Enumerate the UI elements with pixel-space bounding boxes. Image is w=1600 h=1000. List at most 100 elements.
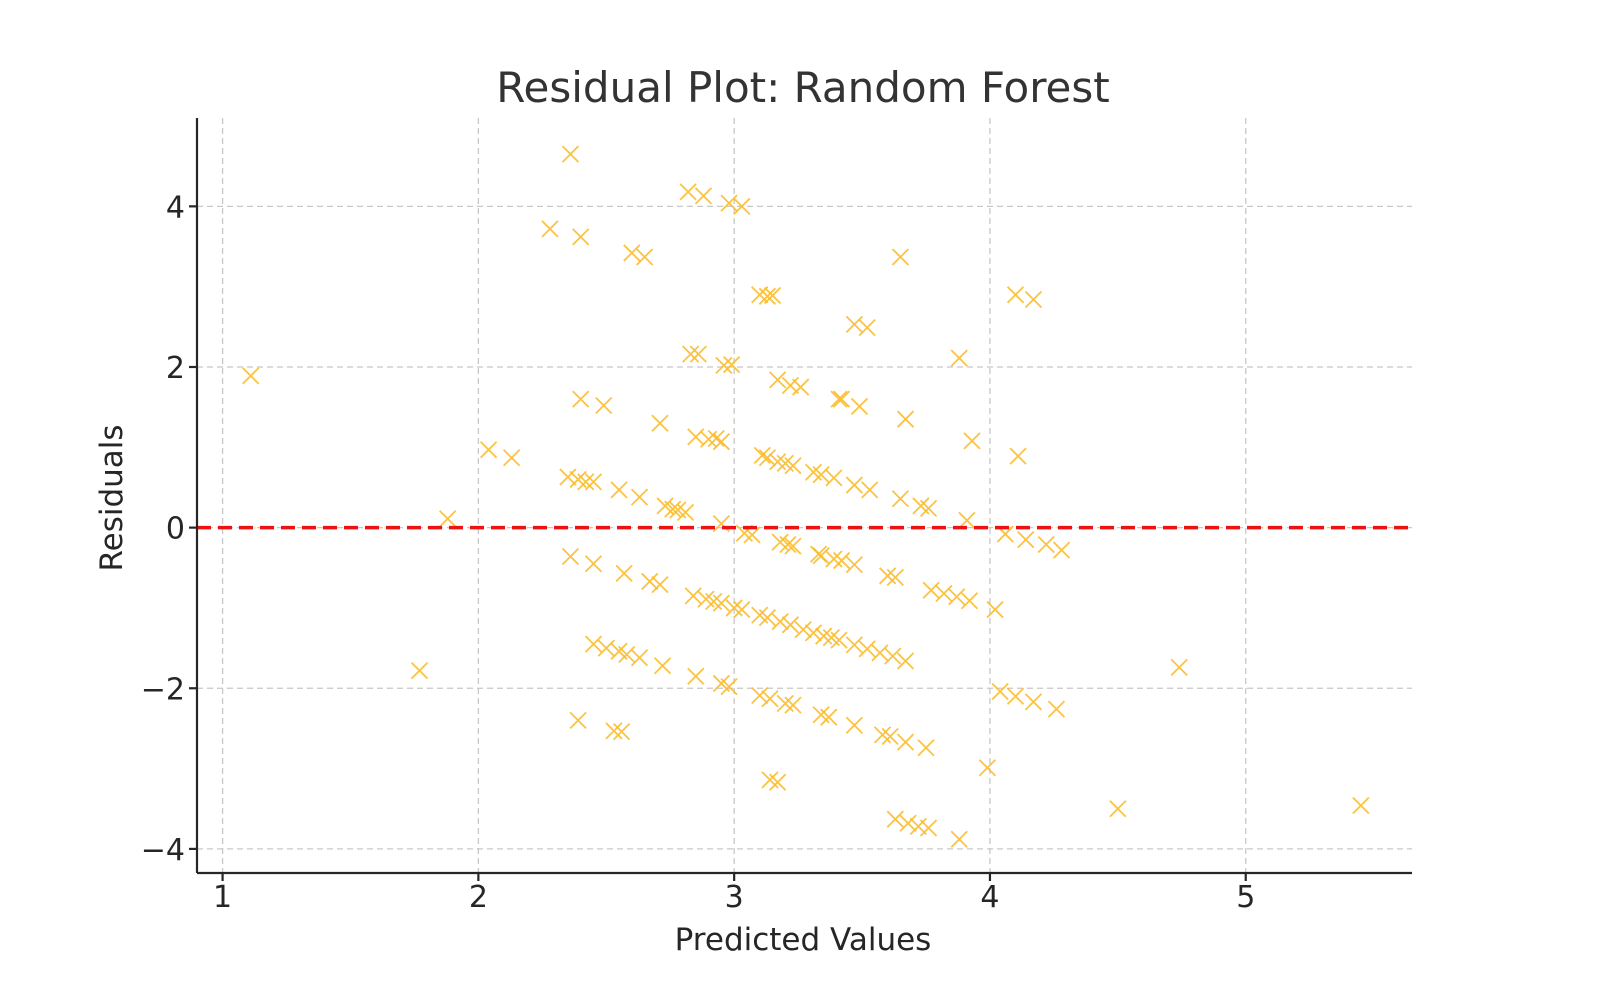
scatter-points	[242, 145, 1370, 848]
data-point	[712, 594, 731, 612]
data-point	[679, 183, 697, 201]
data-point	[684, 587, 702, 605]
data-point	[610, 481, 628, 499]
grid-lines	[197, 118, 1412, 873]
data-point	[439, 510, 457, 528]
data-point	[707, 429, 725, 448]
data-point	[242, 367, 260, 385]
data-point	[891, 248, 910, 266]
data-point	[502, 449, 521, 467]
data-point	[758, 449, 777, 467]
data-point	[950, 830, 968, 848]
data-point	[722, 355, 741, 374]
y-axis-label: Residuals	[94, 424, 130, 571]
data-point	[561, 145, 580, 163]
y-tick-label: −2	[141, 672, 185, 707]
data-point	[733, 197, 751, 215]
data-point	[779, 535, 797, 554]
data-point	[812, 465, 830, 484]
data-point	[776, 694, 794, 713]
data-point	[858, 640, 876, 658]
data-point	[850, 397, 869, 415]
data-point	[751, 286, 769, 304]
x-tick-label: 3	[725, 880, 744, 915]
data-point	[815, 627, 833, 645]
data-point	[886, 568, 904, 587]
data-point	[569, 711, 587, 730]
data-point	[1109, 800, 1127, 818]
data-point	[1009, 447, 1027, 465]
x-tick-label: 1	[213, 880, 232, 915]
data-point	[769, 773, 787, 791]
data-point	[720, 678, 738, 696]
x-tick-label: 2	[469, 880, 488, 915]
data-point	[845, 636, 864, 654]
data-point	[804, 624, 823, 642]
data-point	[917, 739, 935, 757]
y-tick-label: −4	[141, 833, 185, 868]
data-point	[597, 639, 615, 657]
data-point	[978, 759, 997, 777]
data-point	[651, 414, 669, 432]
data-point	[720, 194, 738, 212]
data-point	[991, 682, 1009, 701]
chart-title: Residual Plot: Random Forest	[496, 63, 1110, 112]
data-point	[1017, 531, 1035, 549]
data-point	[896, 410, 915, 428]
data-point	[871, 644, 889, 662]
data-point	[769, 453, 787, 471]
data-point	[769, 371, 787, 389]
data-point	[935, 584, 953, 603]
data-point	[733, 600, 751, 619]
data-point	[1006, 687, 1025, 705]
data-point	[687, 667, 705, 685]
data-point	[630, 488, 649, 506]
axes	[195, 118, 1412, 875]
data-point	[630, 649, 649, 667]
data-point	[1352, 796, 1370, 815]
x-tick-label: 4	[980, 880, 999, 915]
data-point	[664, 500, 682, 518]
data-point	[881, 727, 899, 746]
data-point	[584, 473, 603, 491]
data-point	[761, 690, 779, 708]
data-point	[884, 647, 902, 665]
data-point	[572, 390, 590, 408]
data-point	[830, 631, 848, 649]
data-point	[960, 592, 979, 610]
data-point	[1037, 535, 1055, 554]
x-axis-label: Predicted Values	[675, 922, 932, 958]
data-point	[584, 635, 603, 653]
data-point	[878, 567, 897, 585]
data-point	[410, 661, 429, 680]
x-tick-label: 5	[1236, 880, 1255, 915]
data-point	[1052, 541, 1071, 559]
data-point	[618, 645, 636, 664]
data-point	[682, 345, 700, 363]
data-point	[751, 686, 769, 705]
data-point	[705, 592, 723, 611]
data-point	[812, 547, 830, 565]
data-point	[919, 819, 938, 837]
data-point	[1047, 700, 1066, 718]
data-point	[845, 315, 864, 334]
data-point	[963, 432, 981, 450]
data-point	[958, 511, 976, 530]
data-point	[1024, 693, 1043, 711]
data-point	[653, 657, 672, 675]
data-point	[595, 396, 613, 415]
data-point	[676, 503, 695, 522]
data-point	[781, 616, 800, 634]
data-point	[784, 457, 802, 475]
data-point	[784, 696, 802, 714]
data-point	[858, 318, 876, 337]
y-tick-label: 2	[166, 351, 185, 386]
data-point	[832, 551, 851, 570]
data-point	[891, 490, 910, 508]
data-point	[896, 652, 915, 670]
data-point	[896, 733, 915, 751]
data-point	[743, 526, 761, 544]
data-point	[886, 810, 904, 828]
data-point	[758, 287, 777, 305]
data-point	[541, 220, 559, 238]
